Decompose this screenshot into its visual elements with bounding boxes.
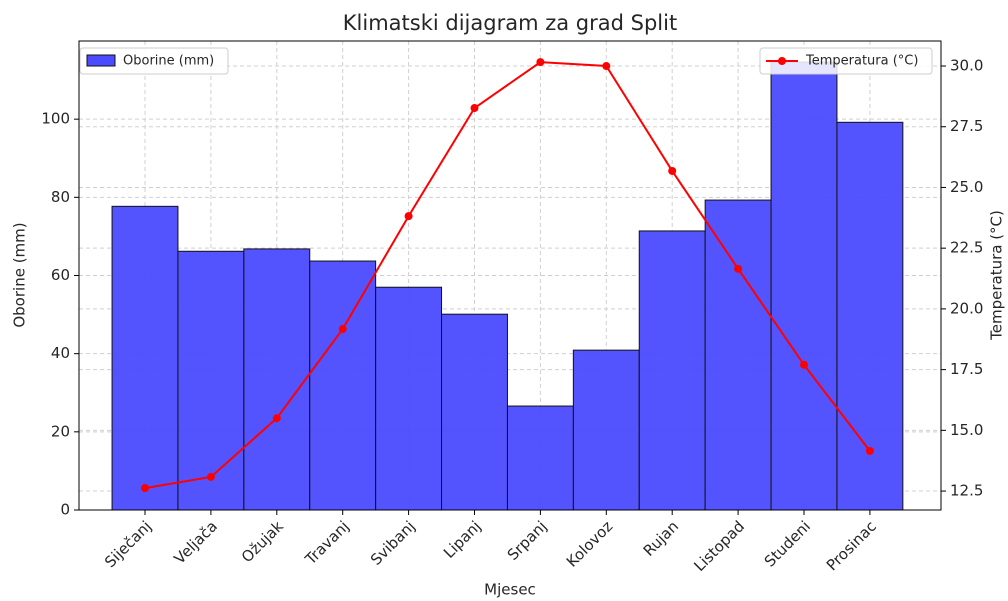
y-tick-label: 0 xyxy=(60,501,70,519)
legend-box xyxy=(79,47,229,75)
legend: Oborine (mm) xyxy=(79,47,229,75)
point xyxy=(865,446,874,455)
bar xyxy=(111,205,179,511)
bar xyxy=(572,349,640,511)
x-tick-label: Kolovoz xyxy=(563,517,617,571)
x-tick-label: Srpanj xyxy=(504,517,551,564)
bar xyxy=(836,121,904,511)
bar xyxy=(375,286,443,511)
legend-swatch xyxy=(86,54,116,67)
legend-label: Oborine (mm) xyxy=(123,54,214,69)
y2-tick-label: 25.0 xyxy=(950,178,983,196)
bar xyxy=(704,199,772,511)
chart-title: Klimatski dijagram za grad Split xyxy=(343,11,677,35)
y-tick-label: 100 xyxy=(41,110,70,128)
point xyxy=(800,360,808,369)
x-tick-label: Prosinac xyxy=(823,517,880,574)
bar xyxy=(243,248,311,511)
x-tick-label: Veljača xyxy=(170,517,220,567)
y2-axis-label: Temperatura (°C) xyxy=(988,210,1006,341)
x-tick-label: Rujan xyxy=(640,517,683,560)
legend-box xyxy=(759,47,933,75)
bar xyxy=(506,405,574,511)
point xyxy=(141,484,149,493)
point xyxy=(734,264,743,273)
bar xyxy=(441,313,508,511)
legend-label: Temperatura (°C) xyxy=(805,54,918,69)
y-axis-label: Oborine (mm) xyxy=(11,222,29,327)
y2-tick-label: 20.0 xyxy=(950,299,983,317)
point xyxy=(338,325,347,334)
legend-marker xyxy=(778,57,786,65)
point xyxy=(470,104,479,113)
x-tick-label: Travanj xyxy=(301,517,353,569)
y-tick-label: 80 xyxy=(51,188,70,206)
point xyxy=(206,472,215,481)
point xyxy=(272,414,281,423)
point xyxy=(536,58,545,67)
x-tick-label: Listopad xyxy=(690,517,748,575)
x-tick-label: Studeni xyxy=(761,517,814,570)
bar xyxy=(638,230,706,511)
y2-tick-label: 27.5 xyxy=(950,117,983,135)
legend: Temperatura (°C) xyxy=(759,47,933,75)
y-tick-label: 20 xyxy=(51,422,70,440)
x-tick-label: Lipanj xyxy=(440,517,484,561)
point xyxy=(404,212,413,221)
y2-tick-label: 15.0 xyxy=(950,421,983,439)
bar xyxy=(309,260,377,511)
point xyxy=(602,62,611,71)
y2-tick-label: 30.0 xyxy=(950,57,983,75)
y2-tick-label: 22.5 xyxy=(950,239,983,257)
x-tick-label: Svibanj xyxy=(367,517,419,569)
x-tick-label: Siječanj xyxy=(101,517,155,571)
bar xyxy=(770,61,838,511)
line xyxy=(144,61,871,490)
point xyxy=(668,166,677,175)
x-axis-label: Mjesec xyxy=(484,581,536,599)
bar xyxy=(177,250,245,511)
y-tick-label: 60 xyxy=(51,266,70,284)
y2-tick-label: 12.5 xyxy=(950,482,983,500)
y-tick-label: 40 xyxy=(51,344,70,362)
x-tick-label: Ožujak xyxy=(238,517,287,566)
plot-frame xyxy=(78,40,942,511)
y2-tick-label: 17.5 xyxy=(950,360,983,378)
